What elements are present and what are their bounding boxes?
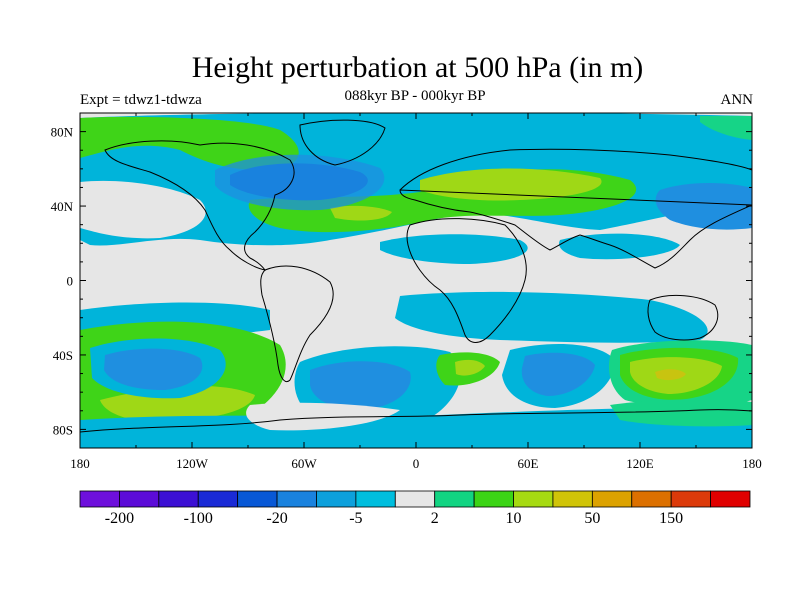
colorbar-label: -200 (105, 510, 134, 527)
lon-tick-label: 180 (70, 456, 90, 471)
contour-aqua-antarctic-east (610, 399, 752, 427)
contour-neutral-antarctic-gap (246, 402, 400, 431)
contour-mid-blue-indian-south (521, 352, 595, 396)
colorbar-label: -20 (266, 510, 287, 527)
contour-yellow-green-africa-south (455, 359, 485, 376)
experiment-label: Expt = tdwz1-tdwza (80, 92, 202, 108)
colorbar-swatch (119, 490, 160, 508)
longitude-tick-labels: 180 120W 60W 0 60E 120E 180 (70, 456, 762, 471)
colorbar (79, 490, 751, 508)
colorbar-label: 10 (506, 510, 522, 527)
coastlines (80, 119, 752, 433)
coast-south-america (260, 265, 334, 383)
colorbar-label: 50 (584, 510, 600, 527)
chart-subtitle: 088kyr BP - 000kyr BP (344, 88, 486, 104)
colorbar-swatch (237, 490, 278, 508)
contour-mid-blue-asia (655, 183, 752, 230)
lat-tick-label: 80S (53, 422, 73, 437)
latitude-tick-labels: 80N 40N 0 40S 80S (51, 125, 74, 438)
coast-greenland (299, 119, 386, 166)
colorbar-swatch (434, 490, 475, 508)
lon-tick-label: 120E (626, 456, 654, 471)
lon-tick-label: 180 (742, 456, 762, 471)
contour-light-blue-tropical-atlantic (380, 234, 528, 264)
contour-mid-blue-southern-atlantic (310, 361, 411, 410)
colorbar-swatch (670, 490, 711, 508)
colorbar-swatch (552, 490, 593, 508)
contour-light-blue-indian-ocean (559, 233, 680, 260)
contour-mid-blue-north-america (215, 154, 385, 211)
axis-ticks (79, 112, 753, 449)
colorbar-swatch (355, 490, 396, 508)
chart-title: Height perturbation at 500 hPa (in m) (191, 51, 644, 84)
contour-mid-blue-south-pacific (104, 348, 203, 390)
colorbar-label: -100 (184, 510, 213, 527)
colorbar-label: -5 (349, 510, 362, 527)
contour-light-blue-south-atlantic (395, 291, 708, 343)
lat-tick-label: 40N (51, 199, 74, 214)
coast-antarctica (80, 409, 752, 433)
colorbar-swatch (631, 490, 672, 508)
lon-tick-label: 60E (518, 456, 539, 471)
contour-field (80, 113, 752, 448)
coast-australia (647, 295, 719, 341)
contour-aqua-arctic-right (700, 116, 752, 140)
lon-tick-label: 60W (291, 456, 317, 471)
coast-north-america (104, 140, 295, 271)
colorbar-swatch (513, 490, 554, 508)
lat-tick-label: 0 (67, 274, 74, 289)
colorbar-label: 2 (431, 510, 439, 527)
colorbar-swatch (316, 490, 357, 508)
coast-europe-asia (399, 148, 752, 269)
colorbar-swatch (591, 490, 633, 508)
coast-africa (406, 218, 527, 343)
colorbar-labels: -200 -100 -20 -5 2 10 50 150 (105, 510, 683, 527)
lat-tick-label: 40S (53, 348, 73, 363)
colorbar-swatch (197, 490, 239, 508)
colorbar-swatch (710, 490, 751, 508)
colorbar-swatch (158, 490, 199, 508)
contour-neutral-gap-north-pacific (80, 180, 206, 239)
colorbar-swatch (276, 490, 317, 508)
contour-olive-australia-south (655, 369, 686, 381)
colorbar-label: 150 (659, 510, 683, 527)
lat-tick-label: 80N (51, 125, 74, 140)
colorbar-swatch (79, 490, 120, 508)
lon-tick-label: 0 (413, 456, 420, 471)
lon-tick-label: 120W (176, 456, 209, 471)
colorbar-swatch (473, 490, 514, 508)
colorbar-swatch (394, 490, 436, 508)
season-label: ANN (720, 92, 754, 108)
contour-yellow-green-atlantic (330, 205, 392, 221)
